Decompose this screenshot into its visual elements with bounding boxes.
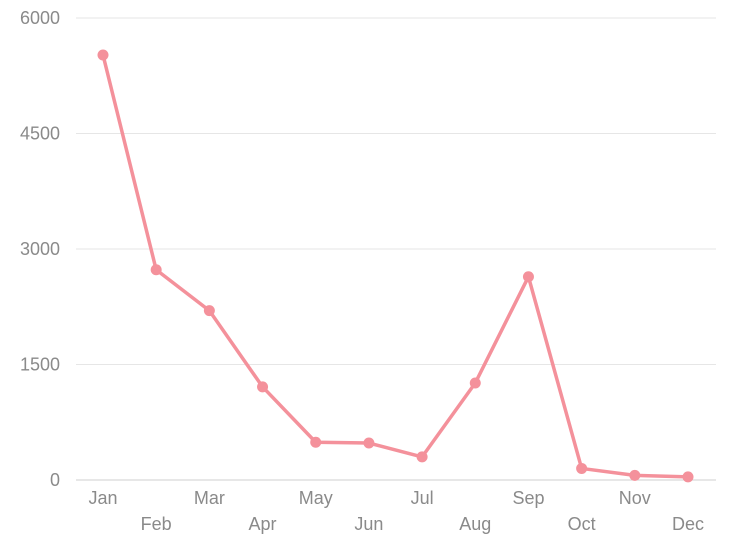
data-point (522, 271, 534, 283)
x-tick-label: Oct (568, 514, 596, 534)
x-tick-label: Jan (88, 488, 117, 508)
y-tick-label: 1500 (20, 355, 60, 375)
x-tick-label: Apr (249, 514, 277, 534)
data-point (629, 469, 641, 481)
grid-lines (76, 17, 716, 365)
x-tick-label: Mar (194, 488, 225, 508)
data-point (682, 471, 694, 483)
data-point (416, 451, 428, 463)
data-point (363, 437, 375, 449)
x-tick-label: Sep (512, 488, 544, 508)
x-tick-label: Feb (141, 514, 172, 534)
data-point (257, 381, 269, 393)
x-tick-label: Jun (354, 514, 383, 534)
x-axis-tick-labels: Jan Feb Mar Apr May Jun Jul Aug Sep Oct Nov Dec (88, 488, 704, 534)
data-point (469, 377, 481, 389)
data-point (203, 305, 215, 317)
data-point (150, 264, 162, 276)
y-tick-label: 6000 (20, 8, 60, 28)
data-point (310, 436, 322, 448)
x-tick-label: Aug (459, 514, 491, 534)
y-tick-label: 4500 (20, 124, 60, 144)
y-tick-label: 0 (50, 470, 60, 490)
x-tick-label: May (299, 488, 333, 508)
y-tick-label: 3000 (20, 239, 60, 259)
x-tick-label: Nov (619, 488, 651, 508)
data-point (97, 49, 109, 61)
x-tick-label: Jul (411, 488, 434, 508)
data-point (576, 462, 588, 474)
series-group (97, 49, 694, 483)
x-tick-label: Dec (672, 514, 704, 534)
series-line (101, 53, 690, 479)
y-axis-tick-labels: 0 1500 3000 4500 6000 (20, 8, 60, 490)
